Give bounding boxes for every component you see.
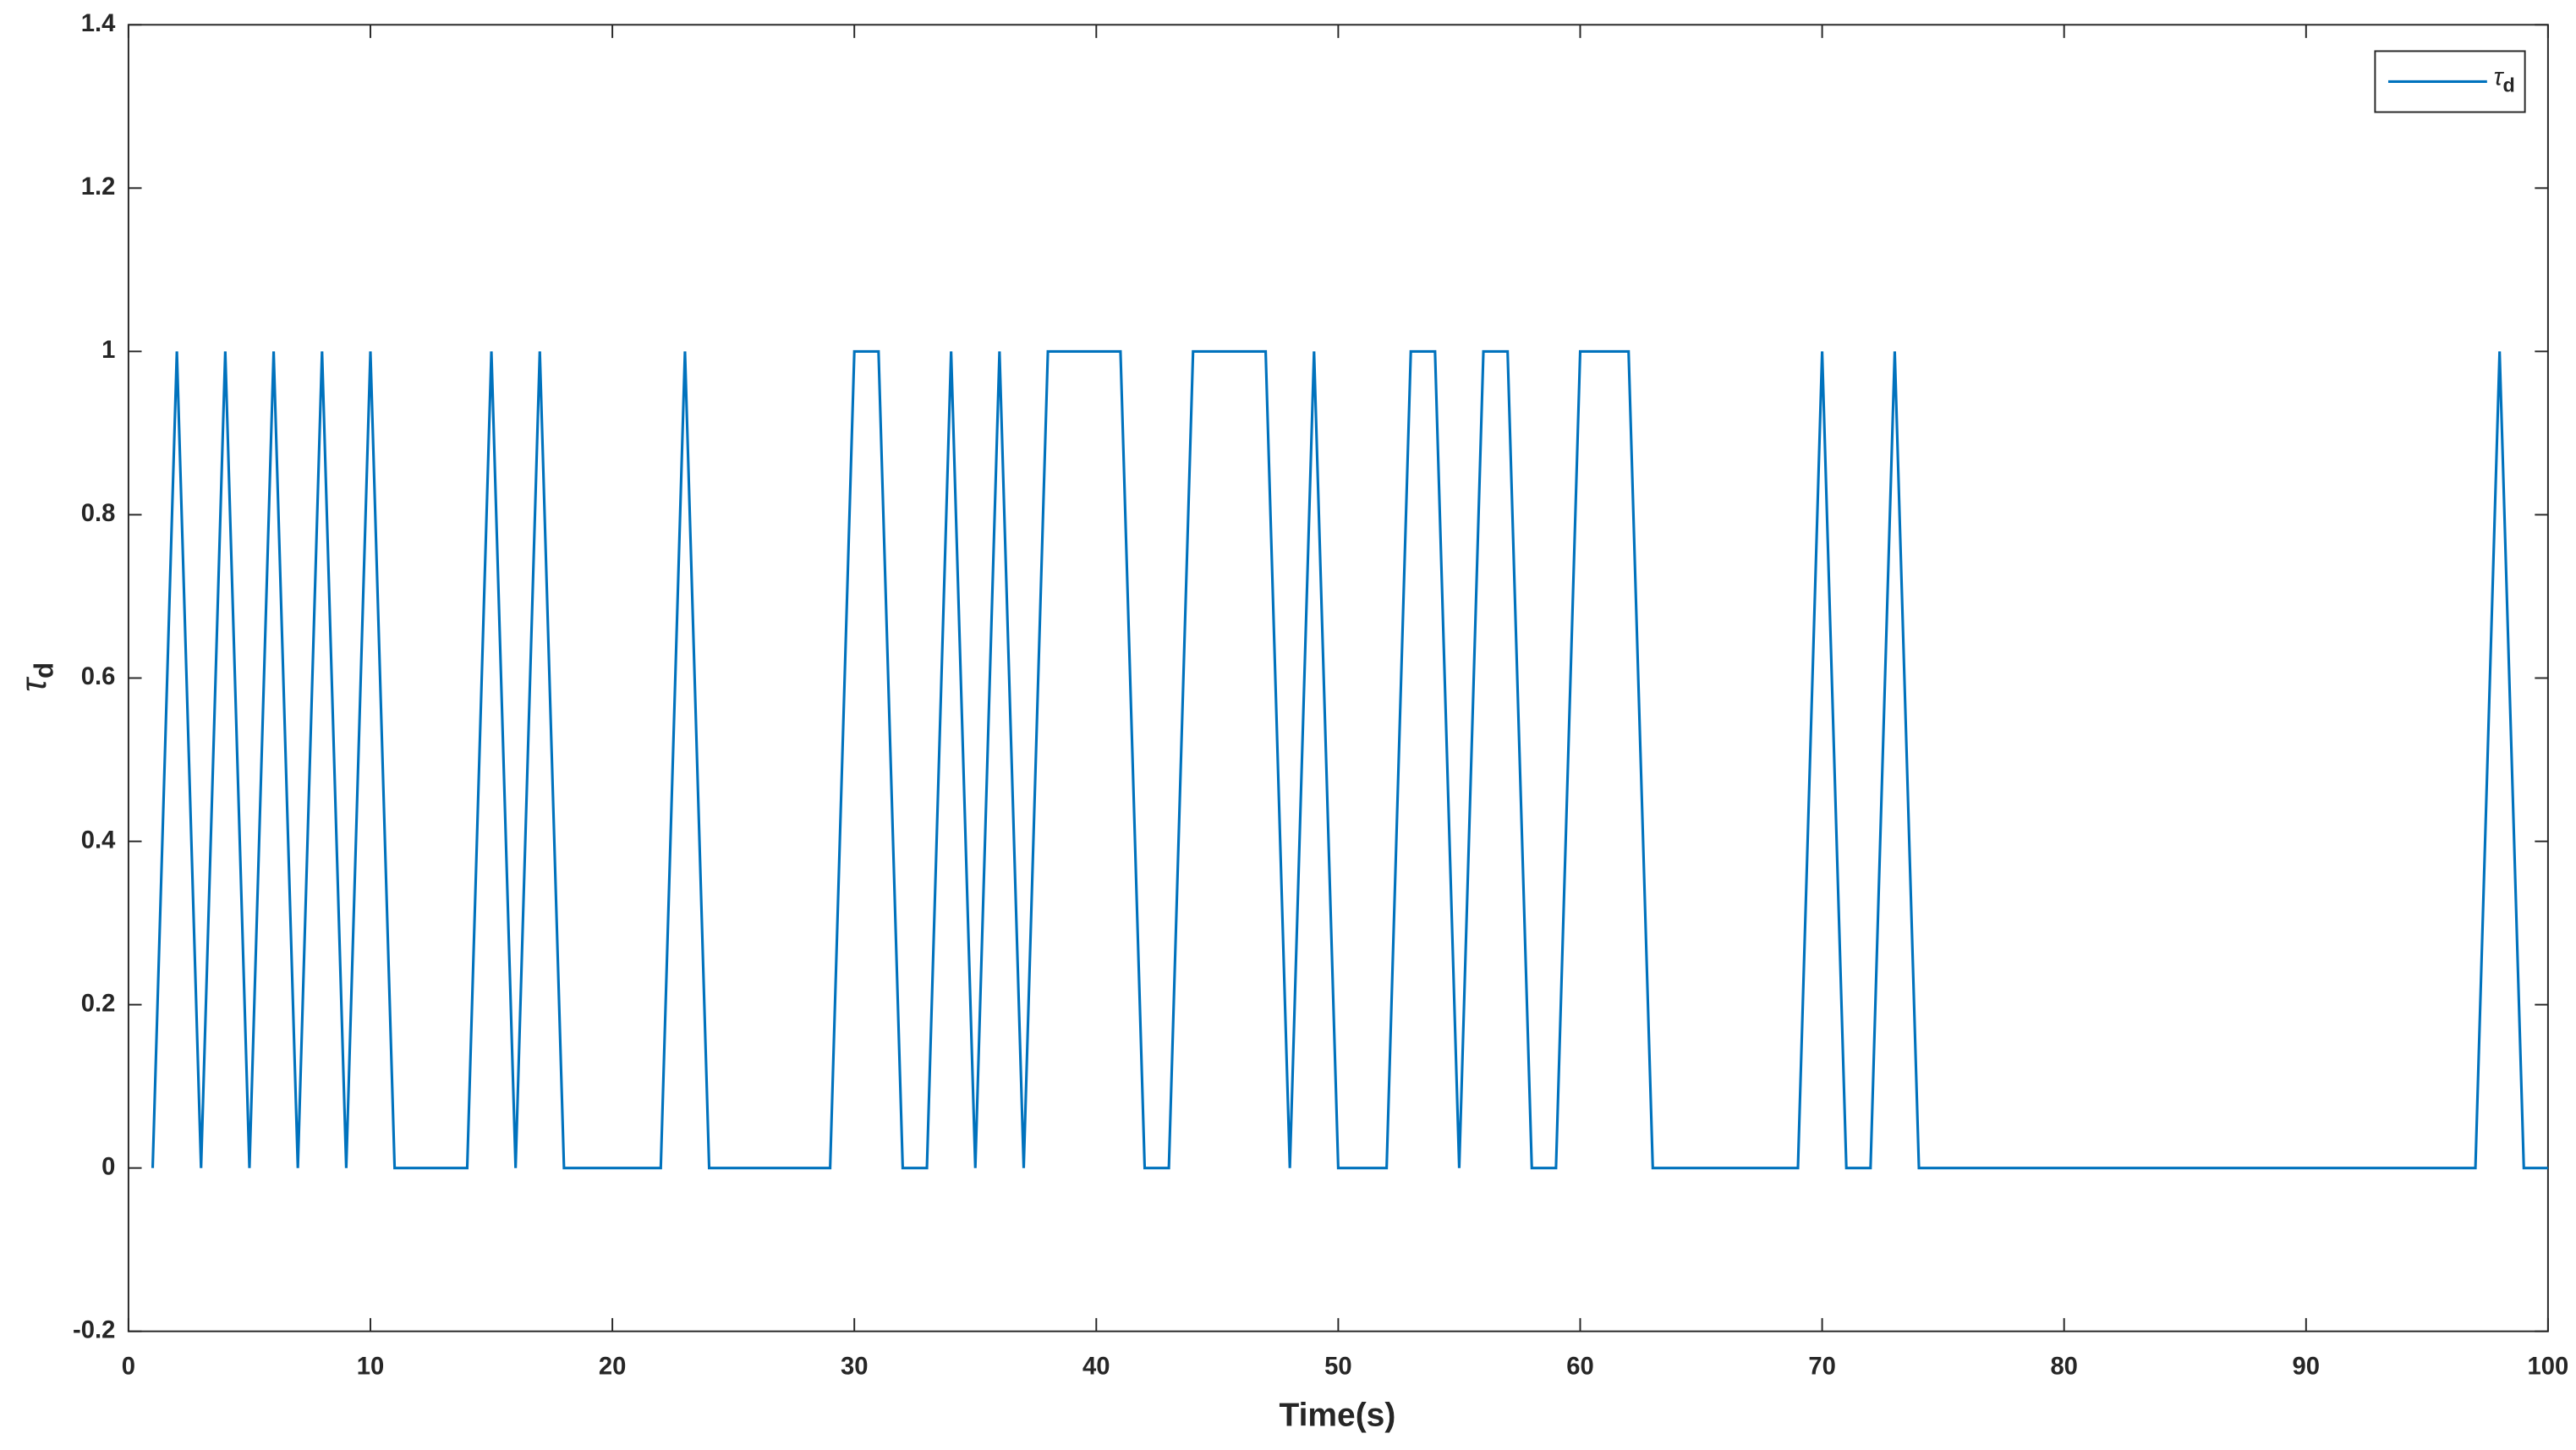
- x-axis-label: Time(s): [1280, 1397, 1396, 1433]
- y-axis-label: τd: [14, 662, 59, 692]
- x-tick-label: 50: [1324, 1353, 1351, 1380]
- x-tick-label: 60: [1566, 1353, 1593, 1380]
- data-line: [151, 349, 2548, 1170]
- x-tick-label: 70: [1808, 1353, 1835, 1380]
- x-tick-label: 100: [2528, 1353, 2569, 1380]
- y-label-symbol: τ: [14, 676, 54, 692]
- legend-label: τd: [2494, 63, 2515, 96]
- y-tick-label: 0.8: [81, 500, 116, 527]
- y-tick-label: -0.2: [73, 1316, 115, 1343]
- y-tick-label: 0.4: [81, 827, 116, 854]
- legend: τd: [2374, 50, 2526, 113]
- x-tick-label: 10: [357, 1353, 384, 1380]
- legend-label-subscript: d: [2503, 74, 2515, 96]
- y-tick-label: 1.2: [81, 173, 116, 200]
- x-tick-label: 0: [122, 1353, 135, 1380]
- x-tick-label: 90: [2293, 1353, 2320, 1380]
- y-tick-label: 1: [101, 337, 115, 364]
- y-tick-label: 0.6: [81, 663, 116, 690]
- legend-label-symbol: τ: [2494, 63, 2505, 91]
- x-tick-label: 30: [841, 1353, 868, 1380]
- y-tick-label: 1.4: [81, 10, 116, 37]
- x-tick-label: 40: [1082, 1353, 1110, 1380]
- x-tick-label: 80: [2050, 1353, 2077, 1380]
- y-tick-label: 0: [101, 1153, 115, 1180]
- y-tick-label: 0.2: [81, 990, 116, 1017]
- x-tick-label: 20: [599, 1353, 626, 1380]
- y-label-subscript: d: [30, 662, 59, 678]
